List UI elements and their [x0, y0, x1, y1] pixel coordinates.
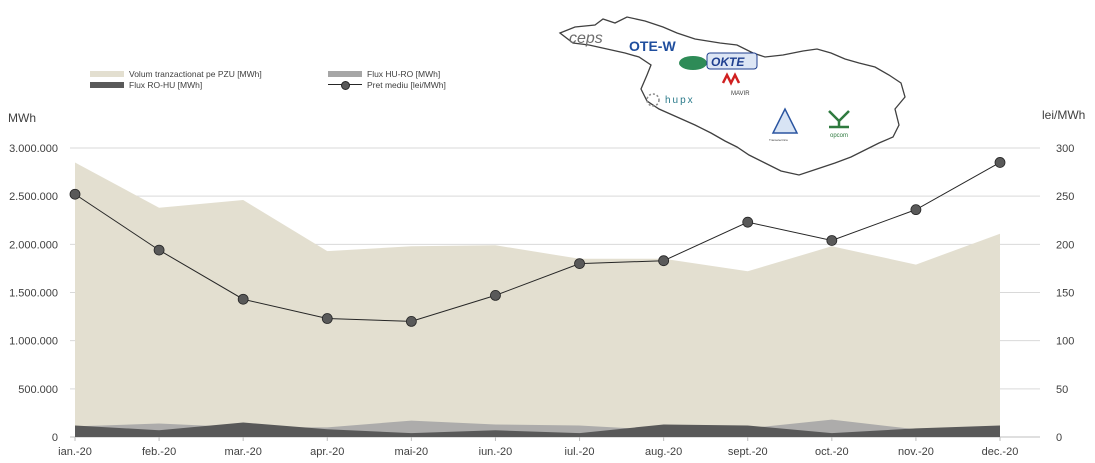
y-right-tick-label: 300 — [1056, 143, 1074, 155]
y-axis-left-title: MWh — [8, 111, 36, 125]
price-marker — [658, 255, 670, 267]
legend-label-flux-hu-ro: Flux HU-RO [MWh] — [367, 68, 441, 79]
y-left-tick-label: 1.500.000 — [9, 288, 58, 300]
x-tick-label: feb.-20 — [142, 446, 176, 458]
svg-text:OTE-W: OTE-W — [629, 38, 676, 54]
x-tick-label: nov.-20 — [898, 446, 934, 458]
x-tick-label: iun.-20 — [479, 446, 513, 458]
x-tick-label: oct.-20 — [815, 446, 849, 458]
price-marker — [321, 313, 333, 324]
y-left-tick-label: 500.000 — [18, 384, 58, 396]
legend-item-flux-ro-hu: Flux RO-HU [MWh] — [90, 79, 262, 90]
x-tick-label: mar.-20 — [225, 446, 262, 458]
price-marker — [237, 293, 249, 305]
y-right-tick-label: 200 — [1056, 239, 1074, 251]
y-axis-right: 0 50 100 150 200 250 300 — [1056, 143, 1074, 444]
logo-hupx: hupx — [646, 93, 695, 107]
legend-item-pret: Pret mediu [lei/MWh] — [328, 79, 446, 90]
price-marker — [153, 244, 165, 256]
x-tick-label: mai-20 — [395, 446, 429, 458]
y-left-tick-label: 3.000.000 — [9, 143, 58, 155]
area-series-2 — [75, 422, 1000, 437]
x-tick-label: ian.-20 — [58, 446, 92, 458]
legend-swatch-flux-hu-ro — [328, 70, 362, 77]
x-tick-label: sept.-20 — [728, 446, 768, 458]
logo-ceps: ceps — [569, 30, 603, 47]
legend-label-flux-ro-hu: Flux RO-HU [MWh] — [129, 79, 203, 90]
y-right-tick-label: 100 — [1056, 336, 1074, 348]
legend-swatch-flux-ro-hu — [90, 81, 124, 88]
svg-text:hupx: hupx — [665, 95, 695, 106]
y-axis-left: 0 500.000 1.000.000 1.500.000 2.000.000 2.500… — [9, 143, 58, 444]
legend-swatch-volum — [90, 70, 124, 77]
logo-mavir: MAVIR — [721, 72, 750, 97]
svg-text:OKTE: OKTE — [711, 55, 745, 69]
price-marker — [742, 216, 754, 228]
price-marker — [405, 315, 417, 327]
price-line — [74, 162, 1001, 322]
region-map-image: ceps OTE-W OKTE MAVIR hupx Transelectric… — [558, 16, 906, 176]
y-right-tick-label: 150 — [1056, 288, 1074, 300]
svg-text:MAVIR: MAVIR — [731, 91, 750, 97]
logo-okte: OKTE — [679, 52, 758, 70]
x-tick-label: apr.-20 — [310, 446, 344, 458]
y-left-tick-label: 1.000.000 — [9, 336, 58, 348]
y-left-tick-label: 0 — [52, 432, 58, 444]
line-series — [69, 157, 1006, 327]
svg-text:Transelectrica: Transelectrica — [769, 138, 788, 142]
legend-label-volum: Volum tranzactionat pe PZU [MWh] — [129, 68, 262, 79]
price-marker — [910, 204, 922, 216]
y-right-tick-label: 50 — [1056, 384, 1068, 396]
y-left-tick-label: 2.000.000 — [9, 239, 58, 251]
price-marker — [69, 188, 81, 200]
legend-item-flux-hu-ro: Flux HU-RO [MWh] — [328, 68, 446, 79]
x-tick-label: dec.-20 — [982, 446, 1019, 458]
legend-item-volum: Volum tranzactionat pe PZU [MWh] — [90, 68, 262, 79]
area-series — [75, 162, 1000, 437]
legend-right: Flux HU-RO [MWh] Pret mediu [lei/MWh] — [328, 68, 446, 90]
logo-transelectrica: Transelectrica — [769, 107, 799, 142]
x-tick-label: iul.-20 — [565, 446, 595, 458]
price-marker — [574, 258, 585, 270]
y-right-tick-label: 0 — [1056, 432, 1062, 444]
region-map-outline — [558, 16, 906, 176]
area-series-0 — [75, 162, 1000, 437]
x-tick-label: aug.-20 — [645, 446, 682, 458]
legend: Volum tranzactionat pe PZU [MWh] Flux RO… — [90, 68, 262, 90]
y-axis-right-title: lei/MWh — [1042, 108, 1086, 122]
svg-text:opcom: opcom — [830, 133, 848, 139]
price-marker — [994, 157, 1006, 168]
svg-text:ceps: ceps — [569, 30, 603, 47]
x-axis: ian.-20 feb.-20 mar.-20 apr.-20 mai-20 iun.-2… — [58, 437, 1018, 458]
y-right-tick-label: 250 — [1056, 191, 1074, 203]
legend-swatch-pret — [328, 80, 362, 90]
logo-ote: OTE-W — [629, 38, 676, 54]
price-marker — [826, 235, 838, 246]
logo-opcom: opcom — [828, 110, 850, 139]
y-left-tick-label: 2.500.000 — [9, 191, 58, 203]
legend-label-pret: Pret mediu [lei/MWh] — [367, 79, 446, 90]
price-marker — [490, 289, 501, 301]
